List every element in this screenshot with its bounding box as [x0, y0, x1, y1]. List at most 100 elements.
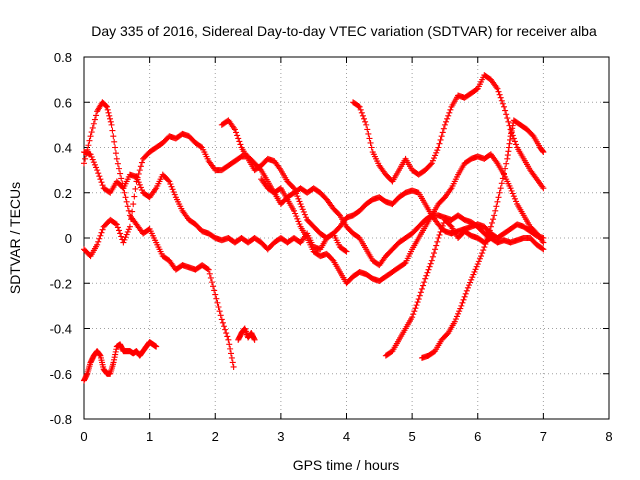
data-point-marker: [474, 261, 481, 268]
data-point-marker: [431, 250, 437, 257]
data-point-marker: [432, 246, 439, 253]
data-point-marker: [435, 144, 442, 151]
data-point-marker: [114, 160, 121, 167]
data-point-marker: [446, 109, 453, 116]
data-point-marker: [441, 121, 448, 128]
data-point-marker: [301, 211, 308, 218]
data-point-marker: [98, 179, 105, 186]
data-point-marker: [112, 220, 119, 227]
data-point-marker: [355, 103, 362, 110]
data-point-marker: [106, 112, 113, 119]
data-point-marker: [505, 118, 512, 125]
data-point-marker: [496, 91, 503, 98]
y-tick-label: -0.4: [50, 322, 72, 337]
data-point-marker: [401, 260, 408, 267]
data-point-marker: [86, 137, 93, 144]
data-point-marker: [218, 316, 225, 323]
data-point-marker: [221, 323, 227, 330]
data-point-marker: [434, 238, 441, 245]
data-point-marker: [423, 272, 430, 279]
data-point-marker: [207, 274, 214, 281]
data-point-marker: [296, 198, 303, 205]
data-point-marker: [356, 103, 363, 110]
data-point-marker: [510, 135, 517, 142]
data-point-marker: [447, 222, 454, 229]
y-tick-label: -0.2: [50, 276, 72, 291]
data-point-marker: [251, 336, 258, 343]
data-point-marker: [122, 234, 129, 241]
data-point-marker: [412, 305, 419, 312]
data-point-marker: [167, 181, 174, 188]
data-point-marker: [416, 292, 423, 299]
data-point-marker: [413, 302, 420, 309]
data-point-marker: [456, 308, 463, 315]
data-point-marker: [87, 151, 94, 158]
data-point-marker: [495, 88, 502, 95]
data-point-marker: [137, 184, 144, 191]
data-point-marker: [108, 121, 115, 128]
data-point-marker: [476, 255, 483, 262]
data-point-marker: [427, 161, 434, 168]
data-point-marker: [89, 156, 96, 163]
data-point-marker: [540, 235, 547, 241]
data-point-marker: [125, 226, 132, 233]
data-point-marker: [90, 159, 97, 166]
data-point-marker: [198, 143, 205, 150]
chart-title: Day 335 of 2016, Sidereal Day-to-day VTE…: [91, 23, 597, 39]
data-point-marker: [237, 141, 244, 148]
data-point-marker: [165, 177, 172, 184]
data-point-marker: [117, 230, 124, 237]
data-point-marker: [107, 115, 114, 122]
data-point-marker: [96, 235, 103, 242]
data-point-marker: [170, 188, 177, 195]
data-point-marker: [494, 198, 501, 205]
data-point-marker: [484, 235, 491, 241]
data-point-marker: [494, 85, 501, 92]
data-point-marker: [116, 227, 122, 234]
data-point-marker: [292, 210, 299, 217]
data-point-marker: [219, 319, 226, 326]
data-point-marker: [529, 132, 536, 139]
data-point-marker: [103, 103, 110, 110]
data-point-marker: [205, 266, 212, 273]
data-point-marker: [105, 109, 112, 116]
data-point-marker: [499, 175, 506, 182]
series-sat-d: [218, 117, 350, 255]
data-point-marker: [452, 316, 459, 323]
data-point-marker: [510, 193, 517, 200]
x-tick-label: 5: [409, 429, 416, 444]
data-point-marker: [227, 345, 234, 352]
data-point-marker: [362, 118, 369, 125]
data-point-marker: [368, 144, 375, 151]
data-point-marker: [329, 256, 336, 263]
data-point-marker: [511, 195, 518, 202]
data-point-marker: [432, 152, 439, 159]
data-point-marker: [126, 223, 133, 230]
data-point-marker: [496, 189, 503, 196]
data-point-marker: [428, 160, 435, 167]
data-point-marker: [296, 221, 303, 228]
data-point-marker: [511, 138, 518, 145]
data-point-marker: [335, 211, 342, 218]
data-point-marker: [498, 97, 505, 104]
data-point-marker: [168, 183, 175, 190]
data-point-marker: [490, 216, 497, 223]
data-point-marker: [89, 124, 96, 131]
data-point-marker: [443, 118, 450, 125]
y-axis-title: SDTVAR / TECUs: [7, 182, 23, 294]
data-point-marker: [123, 198, 130, 205]
data-point-marker: [213, 295, 220, 302]
data-point-marker: [473, 86, 480, 93]
data-point-marker: [125, 207, 132, 214]
marker-layer: [81, 72, 547, 384]
data-point-marker: [410, 311, 417, 318]
data-point-marker: [436, 231, 443, 238]
data-point-marker: [540, 185, 547, 192]
data-point-marker: [111, 138, 118, 145]
data-point-marker: [235, 135, 242, 142]
x-tick-label: 8: [605, 429, 612, 444]
data-point-marker: [153, 343, 160, 350]
data-point-marker: [365, 130, 372, 137]
data-point-marker: [138, 187, 145, 194]
